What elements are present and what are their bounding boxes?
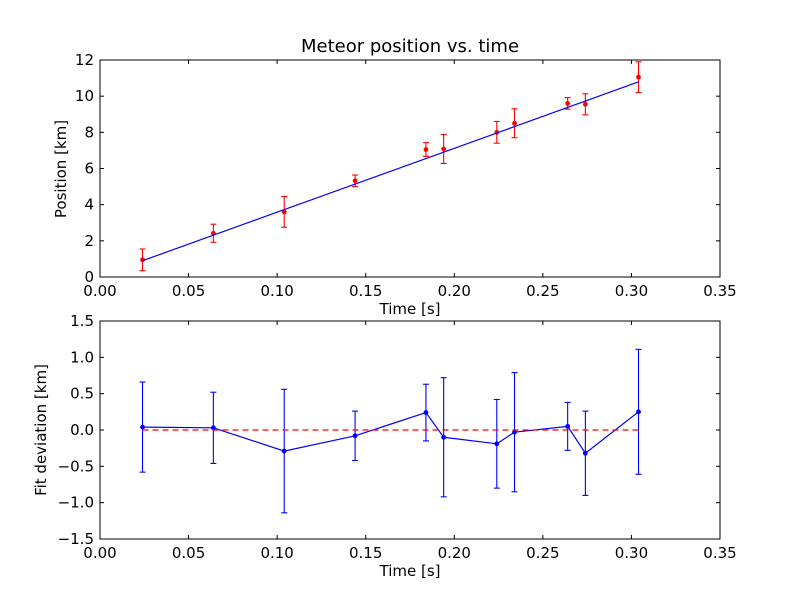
- top-chart-data-point: [636, 74, 641, 80]
- top-chart-x-axis-label: Time [s]: [379, 300, 441, 318]
- bottom-chart-data-point: [565, 423, 571, 429]
- bottom-chart-x-tick-label: 0.30: [615, 544, 648, 562]
- top-chart-y-tick-label: 2: [84, 232, 94, 250]
- top-chart-y-tick-label: 8: [84, 123, 94, 141]
- bottom-chart-data-point: [423, 410, 429, 415]
- top-chart-data-point: [352, 178, 358, 184]
- bottom-chart-data-point: [210, 425, 216, 431]
- top-chart-x-tick-label: 0.00: [83, 282, 116, 300]
- bottom-chart-x-tick-label: 0.20: [438, 544, 471, 562]
- top-chart-series-line: [142, 81, 639, 262]
- bottom-chart-x-tick-label: 0.25: [526, 544, 559, 562]
- bottom-chart-data-point: [441, 434, 447, 440]
- top-chart-x-tick-label: 0.30: [615, 282, 648, 300]
- top-chart-x-tick-label: 0.20: [438, 282, 471, 300]
- top-chart-x-tick-label: 0.10: [260, 282, 293, 300]
- bottom-chart-y-axis-label: Fit deviation [km]: [32, 364, 50, 496]
- top-chart-data-point: [565, 101, 571, 106]
- bottom-chart-y-tick-label: −1.0: [58, 494, 94, 512]
- top-chart-data-point: [512, 120, 517, 126]
- bottom-chart-y-tick-label: 0.0: [70, 421, 94, 439]
- top-chart-x-tick-label: 0.05: [172, 282, 205, 300]
- top-chart-y-tick-label: 4: [84, 196, 94, 214]
- bottom-chart-y-tick-label: 1.0: [70, 348, 94, 366]
- bottom-chart-y-tick-label: 0.5: [70, 385, 94, 403]
- top-chart-plot-area: 0.00 0.05 0.10 0.15 0.20 0.25 0.30 0.35 0 2 4 6 8 10 1…: [75, 51, 737, 300]
- bottom-chart-data-point: [281, 448, 287, 454]
- top-chart-title: Meteor position vs. time: [301, 36, 519, 57]
- bottom-chart-x-tick-label: 0.10: [260, 544, 293, 562]
- bottom-chart-x-tick-label: 0.05: [172, 544, 205, 562]
- bottom-chart-data-point: [352, 433, 358, 439]
- top-chart-data-point: [582, 101, 588, 107]
- top-chart-x-tick-label: 0.25: [526, 282, 559, 300]
- bottom-chart-x-axis-label: Time [s]: [379, 562, 441, 580]
- top-chart-x-tick-label: 0.35: [703, 282, 736, 300]
- top-chart-y-tick-label: 12: [75, 51, 94, 69]
- top-chart-y-axis-label: Position [km]: [52, 120, 70, 218]
- top-chart-data-point: [140, 257, 145, 263]
- top-chart-y-tick-label: 0: [84, 268, 94, 286]
- bottom-chart-x-tick-label: 0.15: [349, 544, 382, 562]
- bottom-chart-y-tick-label: −1.5: [58, 530, 94, 548]
- bottom-chart-data-point: [494, 441, 500, 447]
- top-chart-y-tick-label: 10: [75, 87, 94, 105]
- top-chart-y-tick-label: 6: [84, 160, 94, 178]
- top-chart-x-tick-label: 0.15: [349, 282, 382, 300]
- bottom-chart-data-point: [636, 409, 641, 415]
- top-chart-data-point: [441, 146, 447, 152]
- bottom-chart-data-point: [582, 450, 588, 456]
- bottom-chart-data-point: [140, 424, 145, 430]
- bottom-chart-plot-area: 0.00 0.05 0.10 0.15 0.20 0.25 0.30 0.35 −1.5 −1.0…: [58, 312, 737, 562]
- bottom-chart-x-tick-label: 0.00: [83, 544, 116, 562]
- bottom-chart-data-point: [512, 429, 517, 435]
- bottom-chart-x-tick-label: 0.35: [703, 544, 736, 562]
- top-chart-data-point: [281, 209, 287, 215]
- top-chart-data-point: [423, 147, 429, 152]
- bottom-chart-y-tick-label: −0.5: [58, 457, 94, 475]
- bottom-chart-y-tick-label: 1.5: [70, 312, 94, 330]
